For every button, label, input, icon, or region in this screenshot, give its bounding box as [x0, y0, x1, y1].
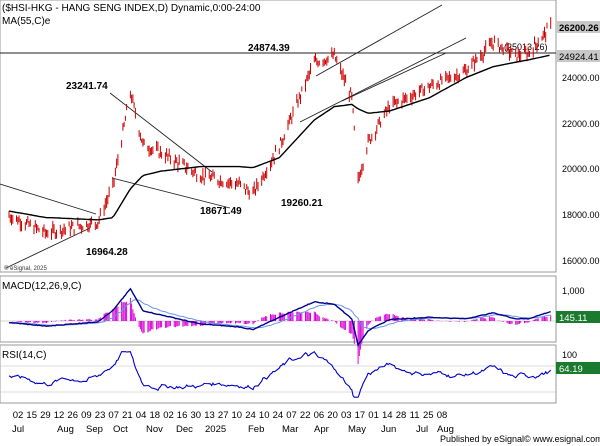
x-day-tick: 02 — [163, 410, 174, 421]
ma-value-tag — [556, 50, 600, 62]
x-day-tick: 06 — [314, 410, 325, 421]
price-tick: 18000.00 — [562, 210, 600, 220]
ma-legend: MA(55,C)e — [2, 16, 51, 27]
x-month-label: May — [348, 424, 366, 435]
x-month-label: Mar — [282, 424, 298, 435]
x-day-tick: 13 — [204, 410, 215, 421]
macd-tick: 1,000 — [562, 286, 585, 296]
trend-line — [0, 183, 97, 215]
x-day-tick: 20 — [327, 410, 338, 421]
x-day-tick: 17 — [355, 410, 366, 421]
x-month-label: Jul — [416, 424, 428, 435]
x-day-tick: 14 — [382, 410, 393, 421]
x-day-tick: 27 — [218, 410, 229, 421]
x-day-tick: 24 — [273, 410, 284, 421]
x-month-label: Apr — [314, 424, 329, 435]
macd-value: 145.11 — [559, 313, 587, 324]
macd-histogram — [9, 298, 552, 365]
x-day-tick: 28 — [396, 410, 407, 421]
x-axis-day-ticks: 02 15 29 12 26 09 23 07 21 04 18 02 16 30 13 27 10 24 10 24… — [13, 410, 448, 421]
x-month-label: Dec — [176, 424, 193, 435]
x-day-tick: 22 — [300, 410, 311, 421]
x-month-label: Jun — [381, 424, 396, 435]
macd-label: MACD(12,26,9,C) — [2, 281, 81, 292]
last-price-value: 26200.26 — [559, 23, 599, 34]
rsi-line — [8, 350, 552, 398]
trend-line — [111, 177, 231, 209]
macd-value-tag — [556, 311, 600, 323]
x-month-label: Sep — [86, 424, 103, 435]
x-day-tick: 12 — [54, 410, 65, 421]
macd-panel — [0, 275, 557, 343]
x-day-tick: 03 — [341, 410, 352, 421]
trend-line — [299, 37, 467, 123]
x-day-tick: 09 — [81, 410, 92, 421]
x-day-tick: 30 — [191, 410, 202, 421]
x-day-tick: 08 — [437, 410, 448, 421]
x-day-tick: 10 — [232, 410, 243, 421]
x-month-label: Aug — [57, 424, 74, 435]
x-day-tick: 07 — [108, 410, 119, 421]
rsi-label: RSI(14,C) — [2, 350, 46, 361]
trend-line — [315, 4, 443, 77]
annotation-low-jan: 18671.49 — [200, 206, 242, 217]
ma-value: 24924.41 — [559, 52, 599, 63]
x-day-tick: 29 — [40, 410, 51, 421]
trend-line — [5, 227, 91, 269]
x-axis-month-labels: Jul Aug Sep Oct Nov Dec 2025 Feb Mar Apr May Jun Jul… — [12, 424, 454, 435]
trend-line — [341, 52, 447, 102]
annotation-peak-mar: 24874.39 — [248, 43, 290, 54]
x-day-tick: 10 — [259, 410, 270, 421]
trend-line — [109, 92, 213, 173]
rsi-panel — [0, 344, 557, 404]
x-day-tick: 11 — [410, 410, 420, 421]
x-month-label: Aug — [437, 424, 454, 435]
price-series — [8, 17, 552, 240]
price-tick: 24000.00 — [562, 73, 600, 83]
chart-title: ($HSI-HKG - HANG SENG INDEX,D) Dynamic,0… — [2, 3, 261, 14]
rsi-tick: 100 — [562, 350, 577, 360]
price-tick: 16000.00 — [562, 256, 600, 266]
x-day-tick: 02 — [13, 410, 24, 421]
x-day-tick: 15 — [26, 410, 37, 421]
x-day-tick: 07 — [286, 410, 297, 421]
annotation-low-apr: 19260.21 — [281, 198, 323, 209]
copyright-text: © eSignal, 2025 — [4, 265, 47, 272]
x-day-tick: 26 — [67, 410, 78, 421]
x-month-label: Nov — [146, 424, 163, 435]
macd-line — [8, 287, 551, 348]
x-day-tick: 18 — [150, 410, 161, 421]
price-panel — [0, 0, 557, 273]
rsi-value: 64.19 — [559, 364, 583, 375]
annotation-low-aug: 16964.28 — [86, 247, 128, 258]
footer-published: Published by eSignal — [440, 434, 524, 444]
price-tick: 22000.00 — [562, 119, 600, 129]
footer-url: © www.esignal.com — [524, 434, 600, 444]
price-tick: 20000.00 — [562, 164, 600, 174]
x-month-label: Oct — [113, 424, 128, 435]
x-month-label: Jul — [12, 424, 24, 435]
x-day-tick: 01 — [368, 410, 379, 421]
x-day-tick: 21 — [122, 410, 133, 421]
x-day-tick: 24 — [245, 410, 256, 421]
ma-line — [8, 54, 550, 221]
last-price-tag — [556, 21, 600, 33]
x-month-label: Feb — [248, 424, 264, 435]
x-day-tick: 04 — [136, 410, 147, 421]
rsi-value-tag — [556, 362, 600, 374]
x-day-tick: 23 — [95, 410, 106, 421]
x-month-label: 2025 — [205, 424, 226, 435]
x-day-tick: 16 — [177, 410, 188, 421]
x-day-tick: 25 — [423, 410, 434, 421]
macd-signal-line — [9, 299, 551, 330]
annotation-peak-oct: 23241.74 — [66, 81, 108, 92]
